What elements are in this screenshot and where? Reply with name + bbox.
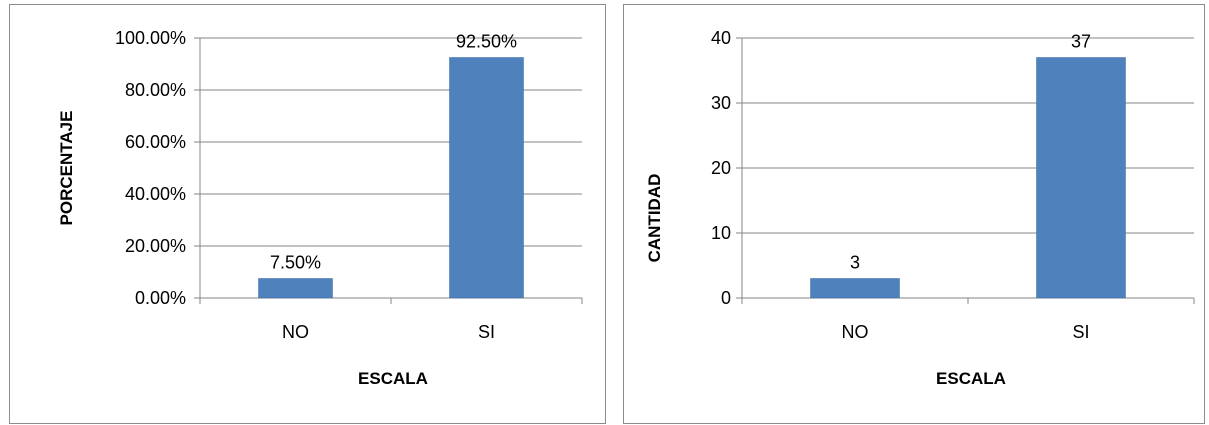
y-tick-label: 20.00% xyxy=(125,236,186,256)
bar-si xyxy=(449,57,524,299)
y-tick-label: 60.00% xyxy=(125,132,186,152)
y-tick-label: 30 xyxy=(711,93,731,113)
data-label: 7.50% xyxy=(270,253,321,273)
category-label: SI xyxy=(1072,322,1089,342)
category-label: SI xyxy=(478,322,495,342)
bar-no xyxy=(810,278,900,299)
y-tick-label: 80.00% xyxy=(125,80,186,100)
y-tick-label: 0.00% xyxy=(135,288,186,308)
data-label: 92.50% xyxy=(456,32,517,52)
chart-panel-quantity: 0 10 20 30 40 NO SI 3 37 ESCALA CANTIDAD xyxy=(623,4,1205,424)
quantity-chart: 0 10 20 30 40 NO SI 3 37 ESCALA CANTIDAD xyxy=(645,28,1195,388)
y-tick-label: 40.00% xyxy=(125,184,186,204)
category-label: NO xyxy=(842,322,869,342)
bar-si xyxy=(1036,57,1126,299)
percentage-chart: 0.00% 20.00% 40.00% 60.00% 80.00% 100.00% NO S… xyxy=(57,28,583,388)
x-axis-title: ESCALA xyxy=(936,369,1006,388)
y-tick-label: 10 xyxy=(711,223,731,243)
y-tick-label: 0 xyxy=(721,288,731,308)
data-label: 37 xyxy=(1071,32,1091,52)
y-tick-label: 100.00% xyxy=(115,28,186,48)
category-label: NO xyxy=(282,322,309,342)
y-axis-title: CANTIDAD xyxy=(645,174,664,263)
y-axis-title: PORCENTAJE xyxy=(57,111,76,226)
data-label: 3 xyxy=(850,253,860,273)
bar-no xyxy=(258,278,333,299)
y-tick-label: 40 xyxy=(711,28,731,48)
y-tick-label: 20 xyxy=(711,158,731,178)
chart-panel-percentage: 0.00% 20.00% 40.00% 60.00% 80.00% 100.00% NO S… xyxy=(9,4,606,424)
x-axis-title: ESCALA xyxy=(358,369,428,388)
